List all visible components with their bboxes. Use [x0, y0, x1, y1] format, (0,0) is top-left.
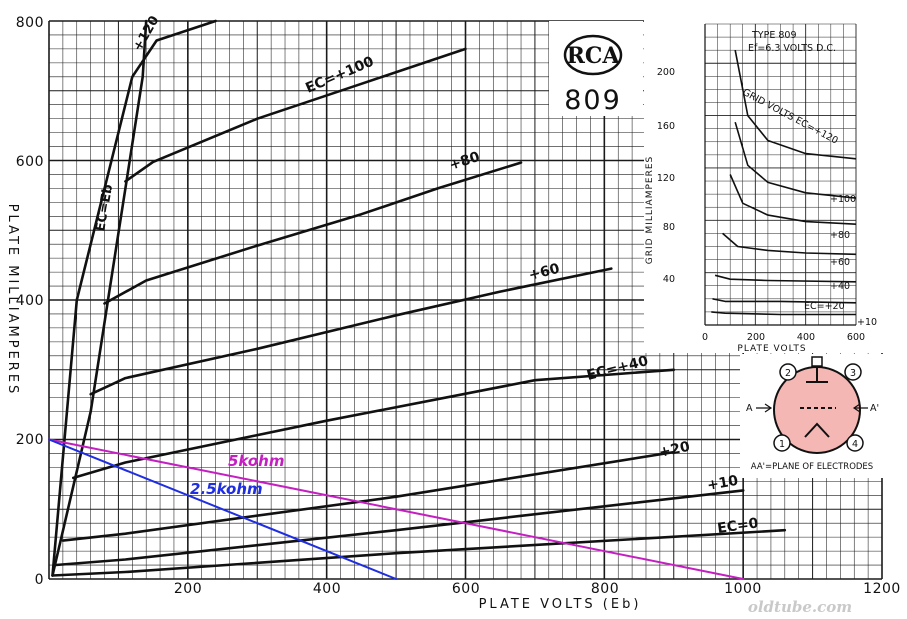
curve-2-5kohm	[48, 438, 398, 580]
curve-label-plus60: +60	[527, 261, 561, 284]
inset-curve--120	[734, 50, 857, 160]
curve-label-ec40: EC=+40	[585, 353, 650, 384]
inset-y-tick-80: 80	[663, 222, 675, 233]
inset-curve-ec-20	[712, 298, 857, 304]
plate-cap-icon	[811, 356, 823, 367]
load-line-label-2-5kohm: 2.5kohm	[190, 480, 263, 498]
y-axis-ticks: 0 200 400 600 800	[16, 15, 44, 588]
y-tick-400: 400	[16, 293, 44, 309]
x-tick-1200: 1200	[863, 581, 901, 597]
filament-icon	[804, 422, 830, 438]
inset-curve--40	[714, 274, 857, 283]
inset-y-label: GRID MILLIAMPERES	[645, 156, 655, 264]
curve-label-ec0: EC=0	[716, 515, 759, 537]
inset-label-plus40: +40	[830, 281, 850, 292]
inset-x-label: PLATE VOLTS	[737, 344, 806, 354]
curve-ec-0	[51, 528, 787, 577]
inset-curve--100	[734, 121, 857, 199]
inset-y-tick-120: 120	[657, 173, 675, 184]
curve-ec-40	[72, 368, 676, 480]
curve-label-plus10: +10	[706, 473, 740, 494]
inset-grid-chart: TYPE 809 Ef=6.3 VOLTS D.C. GRID VOLTS EC…	[644, 17, 885, 354]
inset-y-tick-40: 40	[663, 274, 675, 285]
inset-label-plus60: +60	[830, 257, 850, 268]
inset-x-tick-0: 0	[702, 332, 708, 343]
y-tick-800: 800	[16, 15, 44, 31]
tube-type-809: 809	[564, 85, 622, 116]
x-tick-800: 800	[591, 581, 619, 597]
inset-label-plus10: +10	[857, 317, 877, 328]
rca-logo-icon	[563, 34, 623, 76]
curve-label-ec-eb: EC=Eb	[93, 183, 116, 232]
pin-4-icon	[846, 434, 864, 452]
curve-5kohm	[48, 438, 745, 580]
y-tick-200: 200	[16, 432, 44, 448]
pin-4-label: 4	[852, 439, 858, 450]
curve-label-plus20: +20	[658, 439, 692, 461]
y-axis-label: PLATE MILLIAMPERES	[5, 204, 20, 397]
inset-x-tick-600: 600	[847, 332, 865, 343]
curve-label-plus120: +120	[130, 14, 162, 54]
inset-x-tick-400: 400	[797, 332, 815, 343]
curve--80	[103, 161, 523, 305]
curve-ec-eb	[51, 19, 148, 577]
curve--60	[89, 267, 613, 396]
x-tick-200: 200	[174, 581, 202, 597]
plate-electrode-icon	[806, 366, 828, 383]
x-axis-ticks: 200 400 600 800 1000 1200	[174, 581, 901, 597]
pin-1-label: 1	[779, 439, 785, 450]
plate-curves	[48, 19, 787, 580]
y-tick-0: 0	[35, 572, 44, 588]
inset-subtitle: Ef=6.3 VOLTS D.C.	[748, 43, 836, 54]
arrow-right-icon	[756, 403, 773, 413]
pin-1-icon	[773, 434, 791, 452]
electrode-label-a-prime: A'	[870, 403, 879, 414]
pin-2-icon	[779, 363, 797, 381]
inset-label-ec20: EC=+20	[804, 301, 845, 312]
inset-label-plus80: +80	[830, 230, 850, 241]
curve--120	[51, 19, 217, 577]
electrode-label-a: A	[746, 403, 753, 414]
pin-3-label: 3	[850, 368, 856, 379]
curve--10	[54, 489, 745, 567]
rca-logo-box: RCA 809	[549, 21, 643, 116]
inset-title: TYPE 809	[751, 30, 797, 41]
inset-curve--10	[711, 311, 856, 316]
x-axis-label: PLATE VOLTS (Eb)	[479, 597, 642, 612]
inset-grid	[704, 23, 857, 326]
inset-y-tick-160: 160	[657, 121, 675, 132]
arrow-left-icon	[852, 403, 868, 413]
y-tick-600: 600	[16, 154, 44, 170]
rca-logo-text: RCA	[567, 43, 621, 69]
pin-caption: AA'=PLANE OF ELECTRODES	[751, 462, 873, 472]
watermark-text: oldtube.com	[748, 598, 852, 616]
inset-label-plus100: +100	[830, 194, 856, 205]
curve--20	[61, 450, 676, 542]
load-line-label-5kohm: 5kohm	[228, 452, 285, 470]
pin-2-label: 2	[785, 368, 791, 379]
inset-curve--80	[729, 174, 857, 225]
curve-ec-100	[124, 47, 467, 183]
x-tick-1000: 1000	[724, 581, 762, 597]
pin-3-icon	[844, 363, 862, 381]
inset-x-ticks: 0 200 400 600	[702, 332, 865, 343]
inset-x-tick-200: 200	[747, 332, 765, 343]
tube-pin-diagram: 2 3 1 4 A A' AA'=PLANE OF ELECTRODES	[740, 354, 885, 478]
inset-curve--60	[722, 232, 857, 256]
inset-y-ticks: 200 160 120 80 40	[657, 67, 675, 285]
inset-y-tick-200: 200	[657, 67, 675, 78]
x-tick-600: 600	[452, 581, 480, 597]
x-tick-400: 400	[313, 581, 341, 597]
inset-curves	[711, 50, 857, 316]
